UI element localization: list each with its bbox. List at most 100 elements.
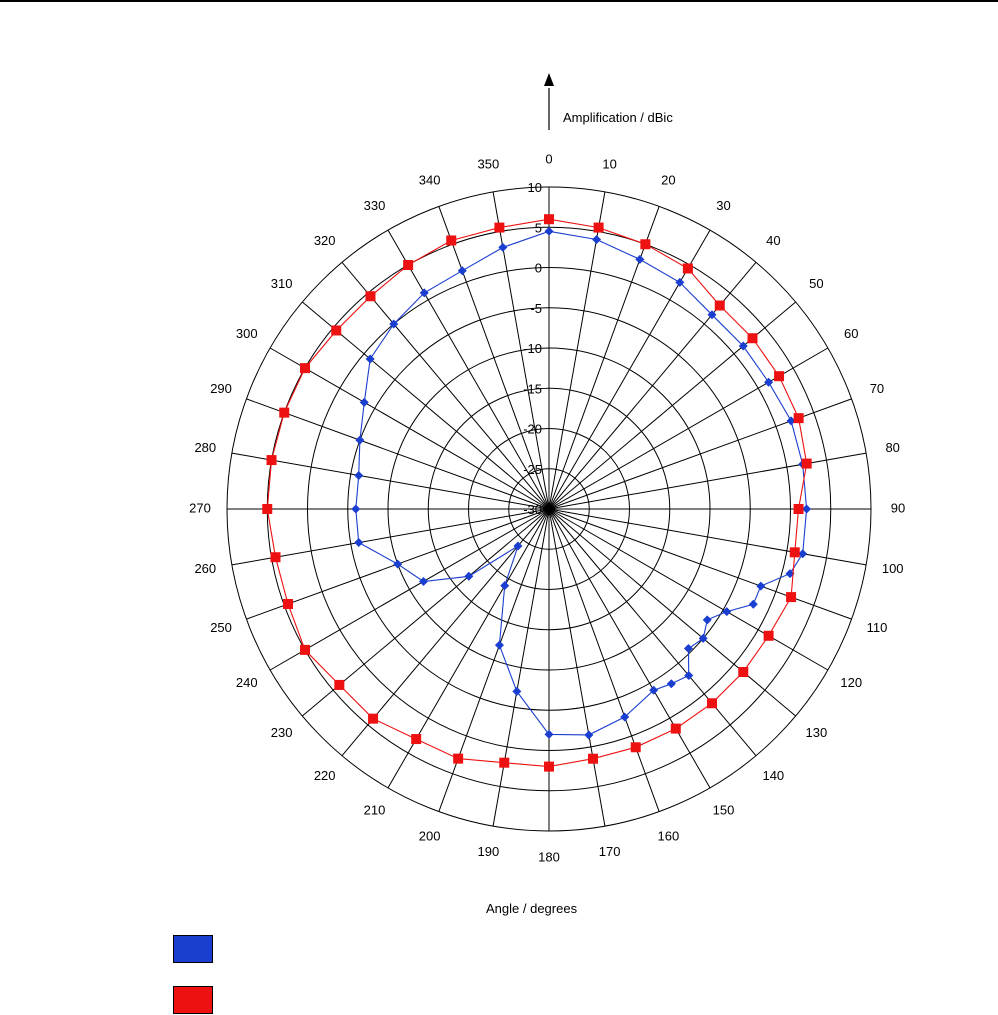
angle-tick-label: 50 [809, 276, 823, 291]
angle-tick-label: 120 [840, 675, 862, 690]
series-1-point [798, 549, 808, 559]
grid-spoke [548, 191, 606, 510]
legend-swatch-series-1 [173, 935, 213, 963]
angle-tick-label: 180 [538, 849, 560, 864]
series-1-point [419, 288, 429, 298]
radial-axis-arrowhead [544, 73, 554, 86]
series-1-point [698, 633, 708, 643]
series-2-point [670, 723, 681, 734]
series-2-point [793, 413, 804, 424]
series-2-point [714, 300, 725, 311]
grid-spoke [231, 508, 550, 566]
radial-tick-label: 5 [535, 220, 542, 235]
series-2-point [630, 742, 641, 753]
grid-spoke [548, 508, 867, 566]
angle-tick-label: 230 [271, 725, 293, 740]
angle-tick-label: 240 [236, 675, 258, 690]
series-2-point [706, 698, 717, 709]
grid-spoke [548, 508, 711, 789]
grid-spoke [438, 508, 550, 812]
series-2-point [365, 291, 376, 302]
angle-tick-label: 80 [885, 440, 899, 455]
series-1-point [464, 571, 474, 581]
series-2-point [793, 504, 804, 514]
radial-tick-label: -25 [523, 462, 542, 477]
angle-tick-label: 200 [419, 828, 441, 843]
radial-axis-label: Amplification / dBic [563, 110, 673, 125]
series-2-point [453, 753, 464, 764]
series-2-point [403, 259, 414, 270]
series-1-point [592, 234, 602, 244]
series-2-point [747, 333, 758, 344]
grid-spoke [548, 229, 711, 510]
series-2-point [763, 630, 774, 641]
angle-tick-label: 70 [870, 381, 884, 396]
angle-tick-label: 340 [419, 172, 441, 187]
series-2-point [786, 592, 797, 603]
angle-tick-label: 130 [805, 725, 827, 740]
angle-tick-label: 0 [545, 151, 552, 166]
series-1-point [722, 607, 732, 617]
angle-tick-label: 310 [271, 276, 293, 291]
series-2-point [266, 455, 277, 466]
series-2-point [544, 214, 554, 225]
angle-tick-label: 30 [716, 198, 730, 213]
grid-spoke [548, 508, 796, 717]
angle-tick-label: 260 [194, 561, 216, 576]
series-1-point [649, 685, 659, 695]
series-1-point [684, 670, 694, 680]
series-1-point [544, 226, 554, 236]
series-1-point [355, 435, 365, 445]
angle-tick-label: 210 [364, 803, 386, 818]
grid-spoke [548, 301, 796, 510]
series-1-point [365, 354, 375, 364]
series-1-point [393, 559, 403, 569]
series-1-line [355, 230, 808, 736]
series-1-point [500, 581, 510, 591]
radial-tick-label: 0 [535, 261, 542, 276]
angle-tick-label: 90 [891, 500, 905, 515]
series-2-point [789, 547, 800, 558]
series-1-point [802, 504, 812, 514]
series-1-point [666, 679, 676, 689]
series-1-point [494, 640, 504, 650]
series-1-point [635, 254, 645, 264]
angle-tick-label: 290 [210, 381, 232, 396]
angle-tick-label: 190 [478, 844, 500, 859]
angle-tick-label: 40 [766, 233, 780, 248]
series-1-point [785, 569, 795, 579]
series-1-point [354, 538, 364, 548]
radial-tick-label: -5 [530, 301, 542, 316]
grid-spoke [438, 206, 550, 510]
series-1-point [351, 504, 361, 514]
series-1-point [756, 581, 766, 591]
series-1-point [764, 377, 774, 387]
angle-tick-label: 280 [194, 440, 216, 455]
grid-spoke [548, 262, 757, 510]
series-1-point [675, 277, 685, 287]
angle-tick-label: 140 [762, 768, 784, 783]
series-2-point [544, 761, 554, 772]
grid-spoke [548, 508, 757, 756]
series-2-point [299, 363, 310, 374]
series-2-point [774, 371, 785, 382]
grid-spoke [387, 229, 550, 510]
legend-swatch-series-2 [173, 986, 213, 1014]
series-2-point [494, 222, 505, 233]
angle-tick-label: 150 [713, 803, 735, 818]
angle-tick-label: 110 [867, 620, 888, 635]
series-2-point [262, 504, 273, 514]
angle-tick-label: 60 [844, 326, 858, 341]
angular-axis-label: Angle / degrees [486, 901, 578, 916]
radial-tick-label: -30 [523, 502, 542, 517]
series-2-point [411, 734, 422, 745]
grid-spoke [548, 508, 606, 827]
series-2-point [682, 263, 693, 274]
radial-tick-label: -20 [523, 422, 542, 437]
series-2-point [279, 407, 290, 418]
series-2-point [640, 239, 651, 250]
grid-spoke [341, 262, 550, 510]
angle-tick-label: 250 [210, 620, 232, 635]
series-2-point [801, 458, 812, 469]
